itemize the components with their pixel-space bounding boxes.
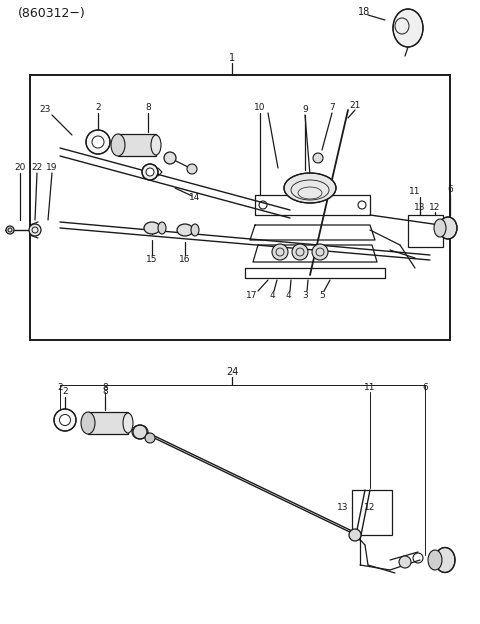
Text: 13: 13 (414, 203, 426, 213)
Ellipse shape (142, 164, 158, 180)
Circle shape (399, 556, 411, 568)
Text: 6: 6 (447, 185, 453, 195)
Text: 7: 7 (329, 104, 335, 112)
Text: 9: 9 (302, 105, 308, 114)
Text: 12: 12 (429, 203, 441, 213)
Text: 8: 8 (102, 384, 108, 392)
Ellipse shape (435, 547, 455, 572)
Text: 22: 22 (31, 163, 43, 172)
Text: 16: 16 (179, 255, 191, 265)
Circle shape (164, 152, 176, 164)
Bar (30, 75, 450, 340)
Ellipse shape (54, 409, 76, 431)
Text: 14: 14 (189, 193, 201, 203)
Text: 15: 15 (146, 255, 158, 265)
Text: 11: 11 (364, 384, 376, 392)
Text: 2: 2 (95, 104, 101, 112)
Text: 2: 2 (62, 388, 68, 396)
Circle shape (312, 244, 328, 260)
Circle shape (133, 425, 147, 439)
Text: 4: 4 (269, 291, 275, 300)
Bar (88, 412, 128, 434)
Ellipse shape (151, 135, 161, 155)
Text: 11: 11 (409, 187, 421, 197)
Text: 10: 10 (254, 104, 266, 112)
Ellipse shape (92, 136, 104, 148)
Ellipse shape (111, 134, 125, 156)
Ellipse shape (393, 9, 423, 47)
Text: 18: 18 (358, 7, 370, 17)
Text: 5: 5 (319, 291, 325, 300)
Text: 2: 2 (57, 384, 63, 392)
Ellipse shape (284, 173, 336, 203)
Bar (408, 215, 443, 247)
Circle shape (313, 153, 323, 163)
Ellipse shape (86, 130, 110, 154)
Ellipse shape (60, 414, 71, 426)
Text: 20: 20 (14, 163, 26, 172)
Text: 23: 23 (39, 105, 51, 114)
Circle shape (292, 244, 308, 260)
Text: 8: 8 (102, 388, 108, 396)
Circle shape (349, 529, 361, 541)
Ellipse shape (191, 224, 199, 236)
Text: 13: 13 (336, 504, 348, 512)
Ellipse shape (439, 217, 457, 239)
Circle shape (29, 224, 41, 236)
Text: 3: 3 (302, 291, 308, 300)
Ellipse shape (123, 413, 133, 433)
Ellipse shape (428, 550, 442, 570)
Bar (352, 490, 392, 535)
Ellipse shape (144, 222, 160, 234)
Ellipse shape (177, 224, 193, 236)
Circle shape (6, 226, 14, 234)
Text: 6: 6 (422, 384, 428, 392)
Ellipse shape (146, 168, 154, 176)
Text: 24: 24 (226, 367, 238, 377)
Text: 1: 1 (229, 53, 235, 63)
Text: 21: 21 (349, 100, 360, 109)
Circle shape (187, 164, 197, 174)
Text: 19: 19 (46, 163, 58, 172)
Ellipse shape (158, 222, 166, 234)
Text: 12: 12 (364, 504, 376, 512)
Ellipse shape (81, 412, 95, 434)
Text: 4: 4 (285, 291, 291, 300)
Circle shape (272, 244, 288, 260)
Text: 17: 17 (246, 291, 258, 300)
Bar (118, 134, 156, 156)
Ellipse shape (434, 219, 446, 237)
Text: 8: 8 (145, 104, 151, 112)
Circle shape (145, 433, 155, 443)
Text: (860312−): (860312−) (18, 7, 86, 21)
